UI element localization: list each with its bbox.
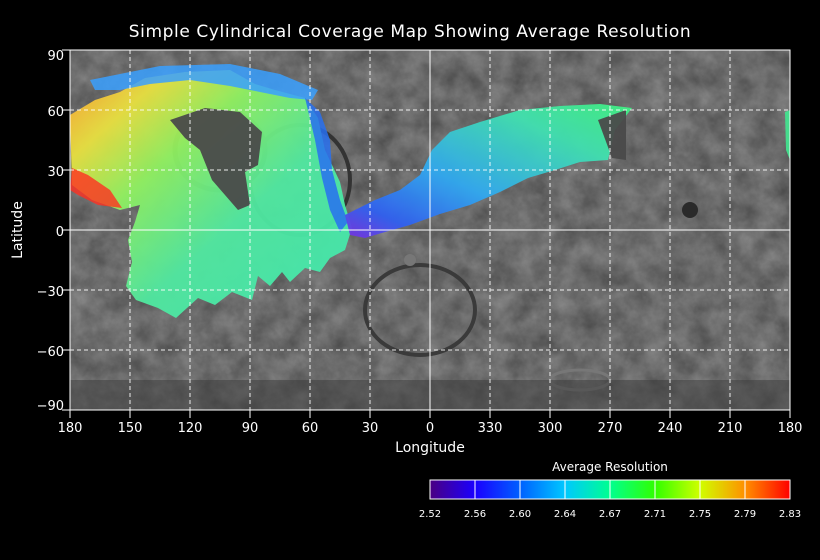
x-tick-label: 0 <box>426 421 434 436</box>
colorbar-tick-label: 2.67 <box>599 509 621 520</box>
coverage-east-dark <box>598 110 626 160</box>
x-tick-label: 300 <box>538 421 563 436</box>
x-tick-label: 30 <box>362 421 379 436</box>
resolution-coverage <box>70 64 790 318</box>
colorbar-tick-label: 2.60 <box>509 509 531 520</box>
y-tick-label: −90 <box>37 399 64 414</box>
colorbar-tick-label: 2.83 <box>779 509 801 520</box>
coverage-west-hole <box>170 108 262 210</box>
x-tick-label: 180 <box>58 421 83 436</box>
colorbar-tick-label: 2.71 <box>644 509 666 520</box>
coverage-far-east <box>785 110 790 160</box>
x-tick-label: 60 <box>302 421 319 436</box>
y-tick-label: 90 <box>47 49 64 64</box>
y-tick-label: 30 <box>47 165 64 180</box>
x-tick-label: 180 <box>778 421 803 436</box>
y-tick-label: 0 <box>56 225 64 240</box>
x-axis <box>69 410 791 418</box>
x-axis-title: Longitude <box>395 440 465 456</box>
colorbar-tick-label: 2.56 <box>464 509 486 520</box>
colorbar-tick-label: 2.79 <box>734 509 756 520</box>
x-tick-label: 120 <box>178 421 203 436</box>
colorbar-title: Average Resolution <box>552 460 668 474</box>
y-axis <box>62 49 70 411</box>
colorbar-tick-label: 2.52 <box>419 509 441 520</box>
x-tick-label: 150 <box>118 421 143 436</box>
coverage-east-strip <box>345 104 632 238</box>
colorbar-tick-label: 2.64 <box>554 509 576 520</box>
zero-lines <box>70 50 790 410</box>
colorbar: 2.52 2.56 2.60 2.64 2.67 2.71 2.75 2.79 … <box>419 479 801 520</box>
coverage-red-edge <box>70 168 122 208</box>
colorbar-tick-label: 2.75 <box>689 509 711 520</box>
coverage-north-band <box>90 64 318 100</box>
y-axis-title: Latitude <box>10 201 26 259</box>
x-tick-label: 270 <box>598 421 623 436</box>
y-tick-label: −30 <box>37 285 64 300</box>
x-tick-label: 240 <box>658 421 683 436</box>
coverage-blue-edge <box>305 98 348 232</box>
y-tick-label: 60 <box>47 105 64 120</box>
x-tick-label: 90 <box>242 421 259 436</box>
map-title: Simple Cylindrical Coverage Map Showing … <box>128 22 692 42</box>
coverage-west-region <box>70 70 352 318</box>
x-tick-label: 330 <box>478 421 503 436</box>
x-tick-label: 210 <box>718 421 743 436</box>
y-tick-label: −60 <box>37 345 64 360</box>
